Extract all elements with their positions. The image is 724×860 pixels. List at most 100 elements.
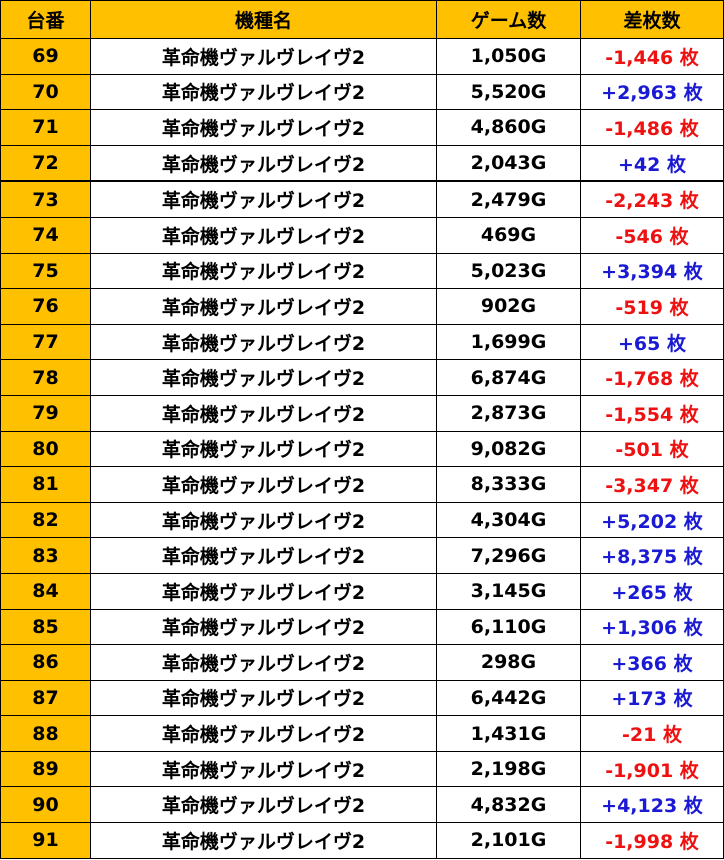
table-row: 86 革命機ヴァルヴレイヴ2 298G +366 枚	[0, 644, 724, 681]
table-row: 78 革命機ヴァルヴレイヴ2 6,874G -1,768 枚	[0, 359, 724, 396]
cell-game-count: 5,023G	[436, 252, 581, 290]
cell-machine-number: 69	[0, 38, 91, 75]
header-machine-name: 機種名	[90, 0, 437, 39]
table-row: 70 革命機ヴァルヴレイヴ2 5,520G +2,963 枚	[0, 73, 724, 111]
cell-machine-name: 革命機ヴァルヴレイヴ2	[90, 715, 437, 752]
table-row: 74 革命機ヴァルヴレイヴ2 469G -546 枚	[0, 216, 724, 254]
cell-coin-difference: -1,554 枚	[580, 394, 724, 432]
cell-coin-difference: +265 枚	[580, 572, 724, 610]
cell-game-count: 2,479G	[436, 180, 581, 218]
cell-machine-number: 82	[0, 501, 91, 539]
table-row: 89 革命機ヴァルヴレイヴ2 2,198G -1,901 枚	[0, 750, 724, 788]
cell-coin-difference: +4,123 枚	[580, 786, 724, 824]
cell-machine-name: 革命機ヴァルヴレイヴ2	[90, 323, 437, 361]
cell-game-count: 1,699G	[436, 323, 581, 361]
cell-machine-number: 78	[0, 359, 91, 396]
cell-machine-number: 80	[0, 430, 91, 468]
cell-game-count: 9,082G	[436, 430, 581, 468]
table-row: 82 革命機ヴァルヴレイヴ2 4,304G +5,202 枚	[0, 501, 724, 539]
cell-machine-name: 革命機ヴァルヴレイヴ2	[90, 180, 437, 218]
table-row: 76 革命機ヴァルヴレイヴ2 902G -519 枚	[0, 288, 724, 325]
cell-machine-name: 革命機ヴァルヴレイヴ2	[90, 394, 437, 432]
cell-game-count: 5,520G	[436, 73, 581, 111]
table-row: 90 革命機ヴァルヴレイヴ2 4,832G +4,123 枚	[0, 786, 724, 824]
cell-coin-difference: -1,486 枚	[580, 109, 724, 146]
header-row: 台番 機種名 ゲーム数 差枚数	[0, 0, 724, 39]
cell-machine-name: 革命機ヴァルヴレイヴ2	[90, 466, 437, 503]
cell-game-count: 7,296G	[436, 537, 581, 574]
table-row: 81 革命機ヴァルヴレイヴ2 8,333G -3,347 枚	[0, 466, 724, 503]
header-coin-difference: 差枚数	[580, 0, 724, 39]
cell-game-count: 298G	[436, 644, 581, 681]
table-row: 69 革命機ヴァルヴレイヴ2 1,050G -1,446 枚	[0, 38, 724, 75]
cell-coin-difference: -2,243 枚	[580, 180, 724, 218]
cell-machine-name: 革命機ヴァルヴレイヴ2	[90, 679, 437, 717]
cell-coin-difference: +3,394 枚	[580, 252, 724, 290]
cell-game-count: 902G	[436, 288, 581, 325]
cell-coin-difference: +42 枚	[580, 144, 724, 183]
table-row: 71 革命機ヴァルヴレイヴ2 4,860G -1,486 枚	[0, 109, 724, 146]
cell-machine-number: 86	[0, 644, 91, 681]
cell-game-count: 6,874G	[436, 359, 581, 396]
cell-coin-difference: -21 枚	[580, 715, 724, 752]
cell-machine-name: 革命機ヴァルヴレイヴ2	[90, 430, 437, 468]
cell-machine-name: 革命機ヴァルヴレイヴ2	[90, 822, 437, 859]
cell-game-count: 3,145G	[436, 572, 581, 610]
cell-machine-number: 73	[0, 180, 91, 218]
cell-machine-name: 革命機ヴァルヴレイヴ2	[90, 501, 437, 539]
cell-machine-name: 革命機ヴァルヴレイヴ2	[90, 144, 437, 183]
table-row: 84 革命機ヴァルヴレイヴ2 3,145G +265 枚	[0, 572, 724, 610]
cell-coin-difference: -1,768 枚	[580, 359, 724, 396]
cell-machine-number: 88	[0, 715, 91, 752]
cell-game-count: 2,043G	[436, 144, 581, 183]
cell-coin-difference: -519 枚	[580, 288, 724, 325]
cell-machine-name: 革命機ヴァルヴレイヴ2	[90, 572, 437, 610]
cell-machine-number: 71	[0, 109, 91, 146]
cell-game-count: 4,304G	[436, 501, 581, 539]
table-row: 72 革命機ヴァルヴレイヴ2 2,043G +42 枚	[0, 144, 724, 183]
cell-machine-name: 革命機ヴァルヴレイヴ2	[90, 109, 437, 146]
cell-coin-difference: -1,998 枚	[580, 822, 724, 859]
cell-machine-name: 革命機ヴァルヴレイヴ2	[90, 786, 437, 824]
cell-game-count: 1,050G	[436, 38, 581, 75]
cell-game-count: 6,442G	[436, 679, 581, 717]
table-row: 85 革命機ヴァルヴレイヴ2 6,110G +1,306 枚	[0, 608, 724, 646]
cell-machine-name: 革命機ヴァルヴレイヴ2	[90, 537, 437, 574]
cell-game-count: 4,832G	[436, 786, 581, 824]
cell-machine-number: 90	[0, 786, 91, 824]
cell-machine-number: 87	[0, 679, 91, 717]
cell-coin-difference: +8,375 枚	[580, 537, 724, 574]
cell-machine-number: 75	[0, 252, 91, 290]
cell-machine-name: 革命機ヴァルヴレイヴ2	[90, 252, 437, 290]
cell-machine-number: 91	[0, 822, 91, 859]
cell-coin-difference: +5,202 枚	[580, 501, 724, 539]
cell-machine-name: 革命機ヴァルヴレイヴ2	[90, 359, 437, 396]
header-machine-number: 台番	[0, 0, 91, 39]
cell-machine-name: 革命機ヴァルヴレイヴ2	[90, 73, 437, 111]
cell-game-count: 2,873G	[436, 394, 581, 432]
header-game-count: ゲーム数	[436, 0, 581, 39]
cell-game-count: 469G	[436, 216, 581, 254]
cell-machine-number: 74	[0, 216, 91, 254]
cell-machine-name: 革命機ヴァルヴレイヴ2	[90, 750, 437, 788]
table-row: 88 革命機ヴァルヴレイヴ2 1,431G -21 枚	[0, 715, 724, 752]
cell-machine-number: 85	[0, 608, 91, 646]
cell-game-count: 6,110G	[436, 608, 581, 646]
cell-coin-difference: +1,306 枚	[580, 608, 724, 646]
cell-machine-name: 革命機ヴァルヴレイヴ2	[90, 288, 437, 325]
cell-game-count: 2,101G	[436, 822, 581, 859]
cell-machine-number: 70	[0, 73, 91, 111]
cell-coin-difference: -1,446 枚	[580, 38, 724, 75]
cell-machine-number: 89	[0, 750, 91, 788]
cell-machine-name: 革命機ヴァルヴレイヴ2	[90, 644, 437, 681]
cell-machine-number: 77	[0, 323, 91, 361]
cell-coin-difference: +173 枚	[580, 679, 724, 717]
cell-machine-number: 79	[0, 394, 91, 432]
table-row: 91 革命機ヴァルヴレイヴ2 2,101G -1,998 枚	[0, 822, 724, 859]
table-body: 69 革命機ヴァルヴレイヴ2 1,050G -1,446 枚 70 革命機ヴァルヴレイヴ2…	[0, 38, 724, 859]
cell-coin-difference: -3,347 枚	[580, 466, 724, 503]
cell-game-count: 2,198G	[436, 750, 581, 788]
table-row: 80 革命機ヴァルヴレイヴ2 9,082G -501 枚	[0, 430, 724, 468]
cell-game-count: 4,860G	[436, 109, 581, 146]
